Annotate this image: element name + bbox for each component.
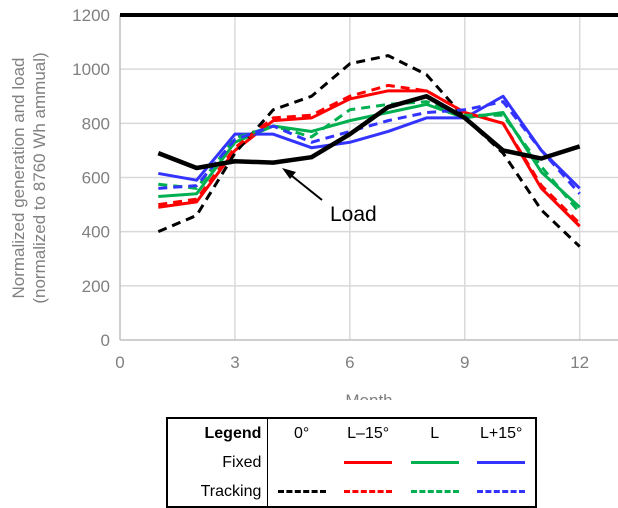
legend-swatch-fixed-l [410,460,459,464]
plot-frame [119,13,618,341]
load-annotation: Load [282,168,377,226]
y-tick-label: 800 [82,114,110,133]
chart: 0 3 6 9 12 0 200 400 600 800 1000 1200 Month Norma… [9,6,618,400]
y-tick-labels: 0 200 400 600 800 1000 1200 [72,6,110,350]
annotation-arrow-head [282,168,296,179]
legend-col-3: L+15° [480,424,523,442]
legend-col-2: L [430,424,440,442]
legend: Legend 0° L–15° L L+15° Fixed Tracking [166,417,537,508]
y-tick-label: 600 [82,169,110,188]
legend-swatch-fixed-l-15 [344,460,393,464]
y-tick-label: 1200 [72,6,110,25]
y-axis-title-line1: Normalized generation and load [9,58,28,299]
legend-swatch-cell [401,448,468,477]
legend-swatch-tracking-l [410,489,459,493]
series-layer [157,54,581,248]
legend-swatch-tracking-l-15 [344,489,393,493]
y-tick-label: 400 [82,223,110,242]
y-axis-title-line2: (normalized to 8760 Wh ammual) [30,52,49,303]
y-tick-label: 200 [82,277,110,296]
x-tick-label: 0 [115,353,124,372]
series-line-tracking-l+15- [158,100,581,195]
legend-row-fixed: Fixed [168,448,269,477]
series-line-tracking-l-15- [158,83,581,225]
legend-swatch-cell [335,448,402,477]
legend-swatch-tracking-l+15 [477,489,526,493]
grid-lines [120,15,618,340]
legend-swatch-cell [468,477,535,506]
legend-col-0: 0° [294,424,310,442]
legend-swatch-cell [268,477,335,506]
legend-empty-cell [268,448,335,477]
annotation-label: Load [330,203,377,226]
x-tick-label: 12 [570,353,589,372]
annotation-arrow-line [286,171,323,201]
x-tick-label: 9 [460,353,469,372]
legend-swatch-cell [401,477,468,506]
legend-swatch-cell [335,477,402,506]
series-line-tracking-0- [157,54,581,248]
x-tick-label: 3 [230,353,239,372]
legend-swatch-cell [468,448,535,477]
x-axis-title: Month [345,391,392,400]
x-tick-label: 6 [345,353,354,372]
legend-swatch-fixed-l+15 [477,460,526,464]
series-line-load [157,94,581,171]
legend-row-tracking: Tracking [168,477,269,506]
series-line-tracking-l [158,100,581,214]
series-line-fixed-l+15- [158,94,581,190]
y-tick-label: 1000 [72,60,110,79]
legend-col-1: L–15° [347,424,390,442]
legend-swatch-tracking-0 [277,489,326,493]
legend-title: Legend [168,419,269,448]
y-tick-label: 0 [101,331,110,350]
x-tick-labels: 0 3 6 9 12 [115,353,589,372]
